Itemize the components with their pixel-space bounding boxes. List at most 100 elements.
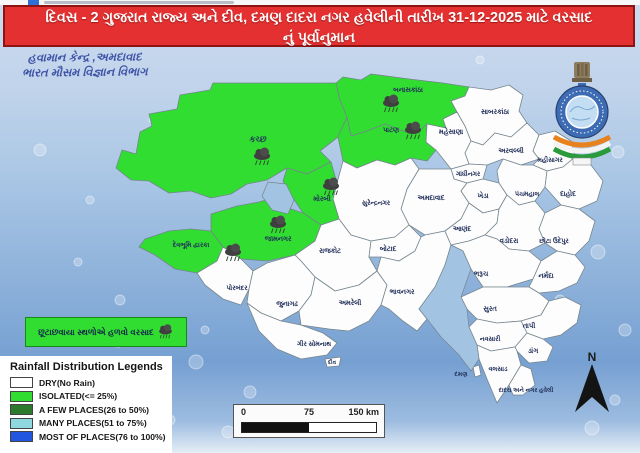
- map-scale-bar: 0 75 150 km: [233, 404, 385, 438]
- district-label-sabarkantha: સાબરકાંઠા: [481, 108, 510, 116]
- district-label-mahisagar: મહીસાગર: [537, 156, 563, 164]
- district-label-kheda: ખેડા: [478, 191, 489, 200]
- rain-cloud-icon: [405, 121, 421, 140]
- rain-annotation-box: છૂટાછવાયા સ્થળોએ હળવો વરસાદ: [25, 317, 187, 347]
- legend-swatch: [10, 377, 33, 389]
- district-label-anand: આણંદ: [453, 225, 472, 233]
- legend-swatch: [10, 417, 33, 429]
- tab-text-fragment: [44, 1, 234, 4]
- legend-swatch: [10, 404, 33, 416]
- forecast-title-banner: દિવસ - 2 ગુજરાત રાજ્ય અને દીવ, દમણ દાદરા…: [3, 5, 635, 47]
- water-droplet: [618, 323, 632, 337]
- district-label-amreli: અમરેલી: [339, 298, 362, 307]
- district-label-gandhinagar: ગાંધીનગર: [456, 170, 481, 178]
- district-label-kutch: કચ્છ: [249, 134, 267, 144]
- legend-label: MANY PLACES(51 to 75%): [39, 418, 147, 429]
- rain-cloud-icon: [225, 243, 241, 262]
- district-label-surendranagar: સુરેન્દ્રનગર: [362, 199, 391, 207]
- district-label-chhota-udepur: છોટા ઉદેપુર: [539, 237, 569, 245]
- legend-item-0: DRY(No Rain): [10, 376, 172, 390]
- water-droplet: [188, 354, 204, 370]
- district-label-banaskantha: બનાસકાંઠા: [393, 86, 423, 94]
- water-droplet: [114, 294, 126, 306]
- legend-item-4: MOST OF PLACES(76 to 100%): [10, 430, 172, 444]
- district-narmada: [528, 250, 586, 294]
- annotation-label: છૂટાછવાયા સ્થળોએ હળવો વરસાદ: [38, 326, 154, 337]
- district-label-devbhumi-dwarka: દેવભૂમિ દ્વારકા: [173, 241, 210, 249]
- legend-item-3: MANY PLACES(51 to 75%): [10, 417, 172, 431]
- district-label-ahmedabad: અમદાવાદ: [417, 195, 444, 202]
- district-label-narmada: નર્મદા: [538, 271, 554, 280]
- district-label-daman: દમણ: [454, 371, 468, 378]
- legend-label: A FEW PLACES(26 to 50%): [39, 404, 149, 415]
- north-arrow-icon: [575, 364, 609, 412]
- district-dadra-nagar-haveli: [508, 364, 536, 396]
- water-droplet: [609, 394, 621, 406]
- district-daman: [472, 364, 482, 378]
- legend-title: Rainfall Distribution Legends: [10, 361, 163, 373]
- district-label-rajkot: રાજકોટ: [319, 246, 341, 255]
- district-label-valsad: વલસાડ: [488, 366, 508, 373]
- rain-cloud-icon: [270, 215, 286, 234]
- district-amreli: [298, 270, 388, 332]
- district-gir-somnath: [246, 302, 338, 360]
- org-line1: હવામાન કેન્દ્ર ,અમદાવાદ: [27, 51, 142, 65]
- water-droplet: [33, 143, 47, 157]
- compass-n-label: N: [588, 350, 597, 364]
- district-dahod: [544, 156, 604, 210]
- district-label-dahod: દાહોદ: [560, 189, 576, 198]
- scale-start-label: 0: [241, 407, 247, 417]
- water-droplet: [200, 325, 210, 335]
- water-droplet: [590, 244, 606, 260]
- district-label-botad: બોટાદ: [380, 244, 397, 253]
- district-label-jamnagar: જામનગર: [265, 236, 292, 243]
- scale-mid-label: 75: [303, 407, 315, 417]
- app-icon: [28, 0, 39, 5]
- district-label-panchmahal: પંચમહાલ: [515, 190, 540, 198]
- legend-label: ISOLATED(<= 25%): [39, 391, 118, 402]
- imd-logo: [552, 62, 612, 166]
- scale-end-label: 150 km: [348, 407, 379, 417]
- district-label-dang: ડાંગ: [528, 347, 538, 355]
- little-rann: [261, 181, 295, 215]
- district-chhota-udepur: [538, 204, 596, 256]
- water-droplet: [611, 145, 625, 159]
- district-diu: [324, 356, 342, 368]
- district-label-mehsana: મહેસાણા: [439, 127, 464, 136]
- gulf-of-khambhat: [418, 244, 480, 372]
- rain-cloud-icon: [383, 94, 399, 113]
- district-label-morbi: મોરબી: [313, 194, 330, 203]
- legend-label: DRY(No Rain): [39, 377, 96, 388]
- org-header: હવામાન કેન્દ્ર ,અમદાવાદ ભારત મૌસમ વિજ્ઞા…: [22, 50, 148, 81]
- district-label-gir-somnath: ગીર સોમનાથ: [297, 340, 331, 348]
- org-line2: ભારત મૌસમ વિજ્ઞાન વિભાગ: [22, 66, 148, 80]
- tricolor-ribbon-icon: [552, 134, 612, 166]
- legend-swatch: [10, 431, 33, 443]
- scale-bar-graphic: [241, 422, 377, 433]
- district-label-navsari: નવસારી: [480, 335, 501, 343]
- district-label-tapi: તાપી: [523, 321, 536, 330]
- water-droplet: [475, 55, 485, 65]
- district-label-diu: દીવ: [328, 359, 337, 366]
- rain-cloud-icon: [158, 324, 172, 339]
- district-label-bhavnagar: ભાવનગર: [390, 289, 415, 296]
- water-droplet: [243, 385, 257, 399]
- district-label-bharuch: ભરૂચ: [474, 271, 489, 278]
- district-label-porbandar: પોરબંદર: [226, 284, 248, 292]
- district-label-junagadh: જુનાગઢ: [276, 301, 298, 308]
- rain-cloud-icon: [323, 177, 339, 196]
- district-label-dadra-nagar-haveli: દાદરા અને નગર હવેલી: [499, 386, 554, 394]
- legend-label: MOST OF PLACES(76 to 100%): [39, 431, 166, 442]
- ashoka-emblem-icon: [572, 62, 592, 82]
- browser-tab-fragment: [0, 0, 640, 5]
- legend-swatch: [10, 390, 33, 402]
- north-compass: N: [575, 350, 609, 412]
- rainfall-legend: Rainfall Distribution Legends DRY(No Rai…: [0, 356, 172, 453]
- water-droplet: [584, 420, 600, 436]
- banner-line1: દિવસ - 2 ગુજરાત રાજ્ય અને દીવ, દમણ દાદરા…: [45, 10, 593, 26]
- legend-item-1: ISOLATED(<= 25%): [10, 390, 172, 404]
- district-label-patan: પાટણ: [383, 127, 399, 134]
- legend-item-2: A FEW PLACES(26 to 50%): [10, 403, 172, 417]
